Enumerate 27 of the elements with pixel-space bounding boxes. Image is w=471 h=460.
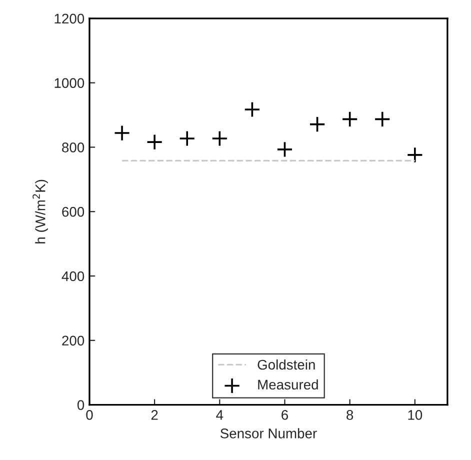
y-tick-label: 600 — [62, 206, 84, 217]
point — [211, 130, 228, 147]
point — [146, 134, 163, 150]
point — [309, 116, 326, 133]
x-tick-label: 2 — [151, 410, 158, 420]
y-tick-label: 800 — [62, 142, 84, 152]
y-tick-label: 400 — [62, 271, 84, 282]
point — [276, 141, 293, 158]
y-tick-label: 0 — [77, 400, 84, 410]
point — [178, 130, 196, 147]
legend-label: Goldstein — [258, 359, 315, 370]
x-tick-label: 6 — [282, 410, 288, 420]
point — [244, 101, 260, 118]
point — [406, 146, 424, 164]
x-tick-label: 4 — [216, 410, 224, 420]
y-tick-label: 200 — [62, 336, 84, 346]
y-tick-label: 1000 — [54, 78, 84, 88]
y-tick-label: 1200 — [54, 14, 84, 24]
point — [114, 124, 130, 142]
y-axis-title: h (W/m$^{2}$K) — [32, 180, 48, 244]
x-tick-label: 10 — [408, 410, 422, 420]
legend-label: Measured — [258, 379, 318, 390]
point — [374, 111, 391, 128]
point — [342, 111, 358, 128]
x-tick-label: 0 — [86, 410, 93, 420]
x-tick-label: 8 — [346, 410, 354, 420]
x-axis-title: Sensor Number — [220, 428, 317, 438]
